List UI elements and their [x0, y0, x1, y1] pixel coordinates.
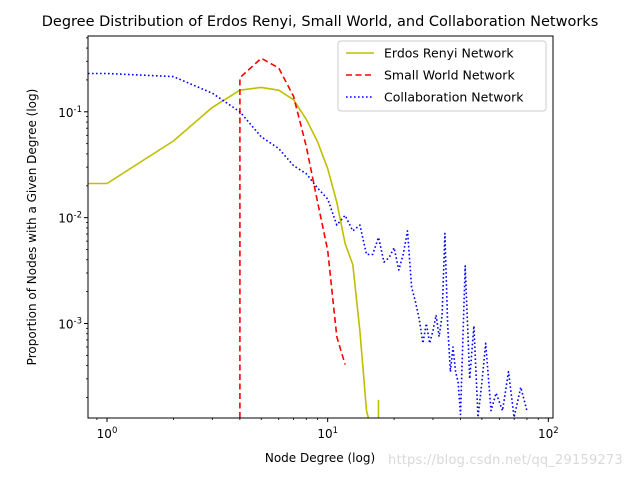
y-tick-label-2: 10-1: [58, 105, 82, 120]
series-line-2: [88, 72, 528, 418]
y-tick-label-0: 10-3: [58, 316, 82, 331]
legend-label-2: Collaboration Network: [384, 90, 524, 105]
x-tick-label-1: 101: [317, 426, 338, 441]
x-tick-label-2: 102: [538, 426, 559, 441]
watermark: https://blog.csdn.net/qq_29159273: [388, 453, 623, 468]
y-axis-label: Proportion of Nodes with a Given Degree …: [25, 89, 39, 366]
chart-title: Degree Distribution of Erdos Renyi, Smal…: [42, 14, 599, 30]
x-axis-label: Node Degree (log): [265, 451, 375, 465]
legend-label-0: Erdos Renyi Network: [384, 46, 514, 61]
legend: Erdos Renyi Network Small World Network Co…: [337, 40, 547, 112]
y-tick-label-1: 10-2: [58, 211, 82, 226]
legend-label-1: Small World Network: [384, 68, 515, 83]
x-tick-label-0: 100: [97, 426, 118, 441]
series-line-1: [239, 57, 346, 418]
series-line-0: [88, 86, 370, 418]
plot-frame: [87, 35, 554, 419]
legend-box: [337, 40, 547, 112]
